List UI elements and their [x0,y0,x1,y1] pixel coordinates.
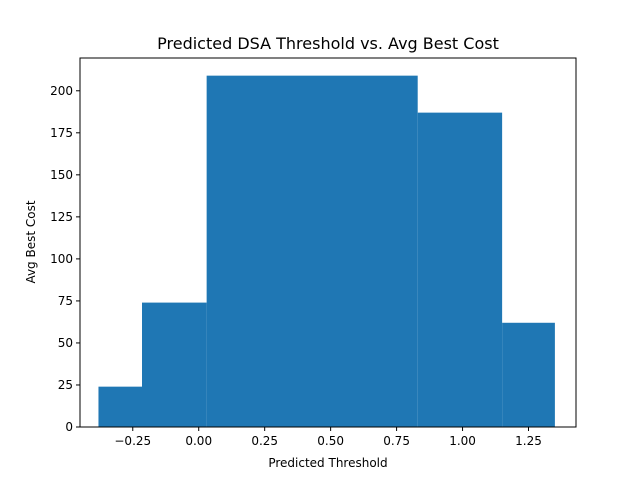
bar-5 [502,322,555,427]
y-axis-label: Avg Best Cost [24,200,38,283]
y-tick-label: 100 [50,252,73,266]
bar-4 [417,112,503,428]
x-tick-label: 1.25 [515,434,542,448]
x-tick-label: 0.00 [185,434,212,448]
plot-frame [79,57,577,428]
x-axis-label: Predicted Threshold [268,456,387,470]
x-tick-label: −0.25 [114,434,151,448]
y-tick-label: 175 [50,126,73,140]
y-tick-label: 50 [58,336,73,350]
y-tick-label: 75 [58,294,73,308]
y-tick-label: 200 [50,84,73,98]
x-tick-label: 1.00 [449,434,476,448]
y-axis-ticks: 0 25 50 75 100 125 150 175 200 [50,84,80,434]
x-axis-ticks: −0.25 0.00 0.25 0.50 0.75 1.00 1.25 [114,427,542,448]
bar-2 [142,302,207,427]
y-tick-label: 125 [50,210,73,224]
x-tick-label: 0.75 [383,434,410,448]
chart-title: Predicted DSA Threshold vs. Avg Best Cos… [157,34,499,53]
x-tick-label: 0.50 [317,434,344,448]
bars-group [98,75,555,428]
x-tick-label: 0.25 [251,434,278,448]
bar-3 [206,75,418,427]
y-tick-label: 0 [65,420,73,434]
bar-1 [98,386,142,427]
y-tick-label: 150 [50,168,73,182]
y-tick-label: 25 [58,378,73,392]
